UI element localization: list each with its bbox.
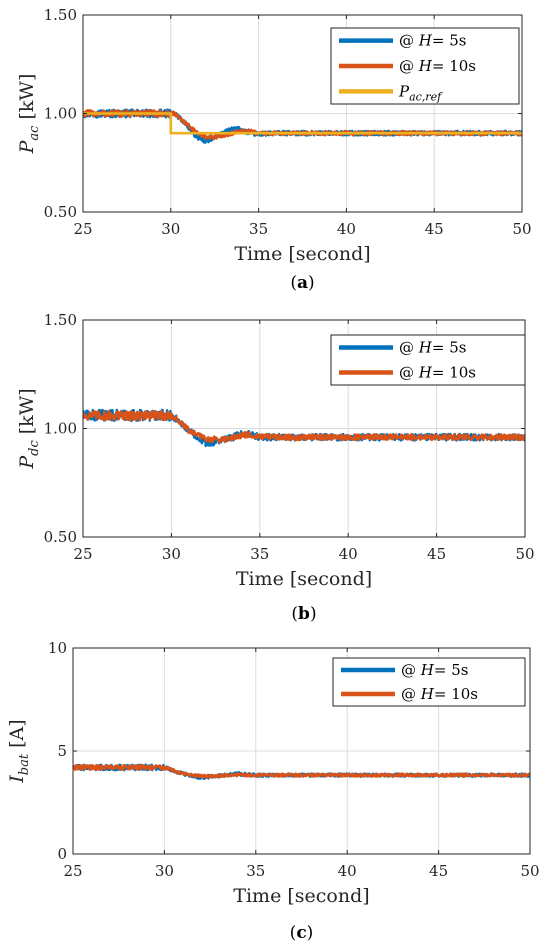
y-axis-label: Pdc [kW] xyxy=(16,388,42,469)
series-line-3 xyxy=(83,112,522,135)
y-axis-label: Pac [kW] xyxy=(16,74,42,155)
chart-b: 25 30 35 40 45 50 0.50 1.00 1.50 Time [second] Pdc… xyxy=(16,311,535,624)
legend: @ H= 5s @ H= 10s Pac,ref xyxy=(330,27,520,105)
x-tick-label: 40 xyxy=(338,862,357,880)
x-tick-label: 50 xyxy=(520,862,539,880)
legend-label-2: @ H= 10s xyxy=(401,685,478,703)
series-line-2 xyxy=(73,763,530,779)
series-line-2 xyxy=(83,409,525,444)
x-tick-label: 30 xyxy=(162,545,181,563)
panel-caption: (c) xyxy=(290,923,314,943)
legend-label-2: @ H= 10s xyxy=(399,364,476,382)
x-tick-label: 35 xyxy=(246,862,265,880)
legend-label-1: @ H= 5s xyxy=(399,339,466,357)
legend-label-2: @ H= 10s xyxy=(399,57,476,75)
x-tick-label: 45 xyxy=(429,862,448,880)
x-tick-label: 25 xyxy=(73,220,92,238)
x-tick-label: 50 xyxy=(512,220,531,238)
x-tick-label: 25 xyxy=(63,862,82,880)
legend: @ H= 5s @ H= 10s xyxy=(332,657,526,707)
chart-c: 25 30 35 40 45 50 0 5 10 Time [second] Ibat [A] @ H… xyxy=(6,639,540,943)
panel-caption: (b) xyxy=(291,604,316,624)
x-tick-label: 45 xyxy=(425,220,444,238)
panel-caption: (a) xyxy=(290,273,314,293)
legend-label-3: Pac,ref xyxy=(398,82,443,103)
x-axis-label: Time [second] xyxy=(233,885,369,907)
legend-box xyxy=(330,334,526,386)
legend-box xyxy=(332,657,526,707)
x-tick-label: 50 xyxy=(515,545,534,563)
y-tick-label: 0 xyxy=(57,845,67,863)
x-tick-label: 35 xyxy=(249,220,268,238)
x-tick-label: 40 xyxy=(337,220,356,238)
y-tick-label: 1.50 xyxy=(44,311,77,329)
x-tick-label: 25 xyxy=(73,545,92,563)
x-axis-label: Time [second] xyxy=(234,243,370,265)
y-tick-label: 0.50 xyxy=(44,203,77,221)
y-tick-label: 0.50 xyxy=(44,528,77,546)
chart-a: 25 30 35 40 45 50 0.50 1.00 1.50 Time [second] Pac… xyxy=(16,6,532,293)
x-tick-label: 30 xyxy=(155,862,174,880)
x-tick-label: 30 xyxy=(161,220,180,238)
y-tick-label: 5 xyxy=(57,742,67,760)
legend: @ H= 5s @ H= 10s xyxy=(330,334,526,386)
x-axis-label: Time [second] xyxy=(236,568,372,590)
x-tick-label: 35 xyxy=(250,545,269,563)
y-tick-label: 1.00 xyxy=(44,420,77,438)
y-tick-label: 1.00 xyxy=(44,105,77,123)
x-tick-label: 40 xyxy=(339,545,358,563)
y-tick-label: 10 xyxy=(48,639,67,657)
legend-label-1: @ H= 5s xyxy=(399,32,466,50)
x-tick-label: 45 xyxy=(427,545,446,563)
legend-label-1: @ H= 5s xyxy=(401,661,468,679)
y-tick-label: 1.50 xyxy=(44,6,77,24)
y-axis-label: Ibat [A] xyxy=(6,719,32,783)
